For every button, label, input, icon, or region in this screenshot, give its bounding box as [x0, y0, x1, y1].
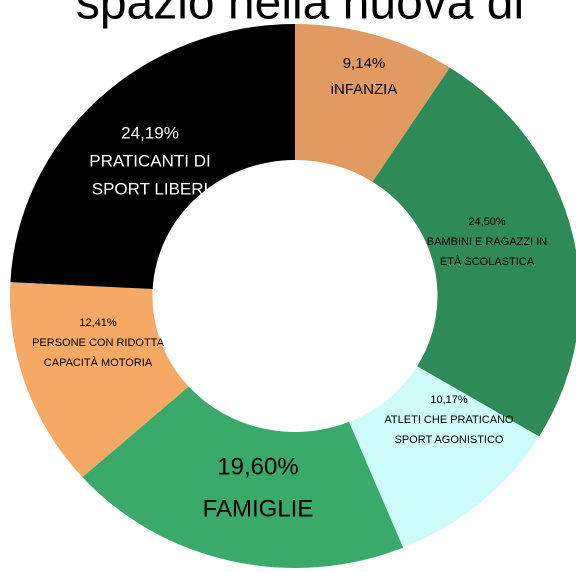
value-label: 12,41% [79, 317, 117, 329]
category-label: ATLETI CHE PRATICANO [384, 414, 514, 426]
donut-segment [10, 282, 189, 478]
category-label: FAMIGLIE [203, 495, 314, 522]
category-label: CAPACITÀ MOTORIA [44, 356, 153, 369]
donut-segment [372, 67, 576, 437]
category-label: PERSONE CON RIDOTTA [32, 337, 164, 349]
value-label: 10,17% [430, 394, 468, 406]
category-label: iNFANZIA [331, 81, 398, 98]
donut-segment [295, 24, 450, 182]
category-label: PRATICANTI DI [89, 151, 211, 170]
value-label: 19,60% [217, 453, 298, 480]
donut-segment [82, 386, 404, 569]
value-label: 24,19% [121, 123, 179, 142]
category-label: SPORT AGONISTICO [394, 434, 503, 446]
category-label: SPORT LIBERI [92, 179, 209, 198]
donut-segment [349, 366, 540, 548]
category-label: BAMBINI E RAGAZZI IN [427, 236, 547, 248]
value-label: 9,14% [343, 55, 386, 72]
value-label: 24,50% [468, 216, 506, 228]
category-label: ETÀ SCOLASTICA [440, 255, 535, 268]
donut-segment [10, 24, 296, 290]
